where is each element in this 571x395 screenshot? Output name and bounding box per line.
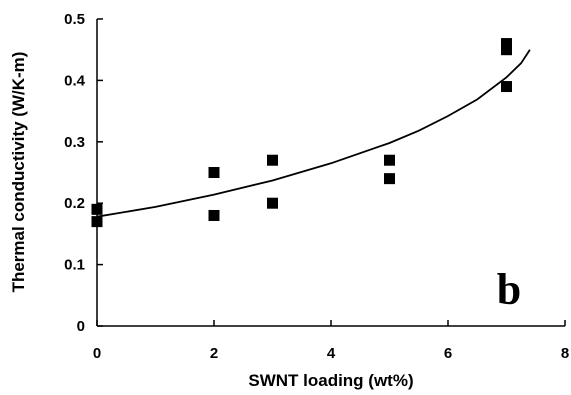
y-axis-title: Thermal conductivity (W/K-m) [9, 52, 28, 293]
y-tick-label: 0.3 [64, 134, 85, 151]
data-point-square [501, 81, 512, 93]
y-tick-label: 0.2 [64, 195, 85, 212]
data-point-square [208, 167, 220, 178]
axes [96, 19, 565, 327]
x-axis-ticks: 0 2 4 6 8 [93, 320, 569, 362]
x-tick-label: 6 [444, 345, 452, 362]
data-point-square [91, 216, 103, 228]
fit-curve-line [96, 49, 531, 218]
x-tick-label: 8 [561, 345, 569, 362]
data-point-square [91, 203, 103, 215]
data-point-square [208, 209, 220, 221]
y-tick-label: 0 [77, 318, 85, 335]
data-point-square [267, 197, 278, 209]
data-point-square [267, 154, 278, 166]
y-tick-label: 0.5 [64, 11, 85, 28]
panel-label: b [497, 265, 521, 314]
x-tick-label: 2 [210, 345, 218, 362]
x-tick-label: 4 [327, 345, 336, 362]
data-point-square [501, 38, 512, 50]
data-point-square [384, 154, 395, 166]
x-tick-label: 0 [93, 345, 101, 362]
data-points [91, 38, 512, 228]
y-tick-label: 0.4 [64, 72, 86, 89]
y-tick-label: 0.1 [64, 257, 85, 274]
data-point-square [501, 44, 512, 56]
y-axis-ticks: 0 0.1 0.2 0.3 0.4 0.5 [64, 11, 103, 335]
x-axis-title: SWNT loading (wt%) [248, 371, 413, 390]
data-point-square [384, 173, 395, 185]
